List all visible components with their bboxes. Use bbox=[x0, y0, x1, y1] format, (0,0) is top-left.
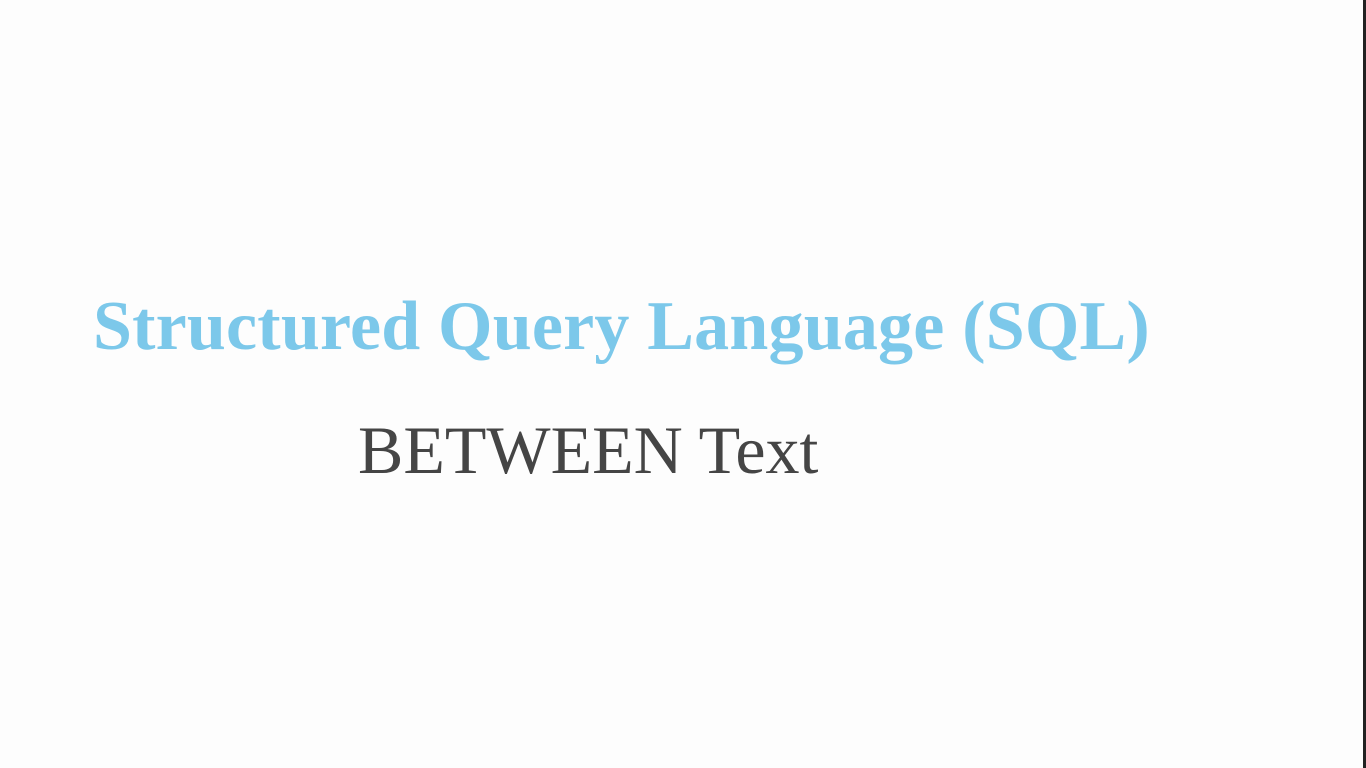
slide-subtitle: BETWEEN Text bbox=[358, 412, 819, 488]
slide-title: Structured Query Language (SQL) bbox=[93, 288, 1150, 365]
window-edge bbox=[1363, 0, 1366, 768]
